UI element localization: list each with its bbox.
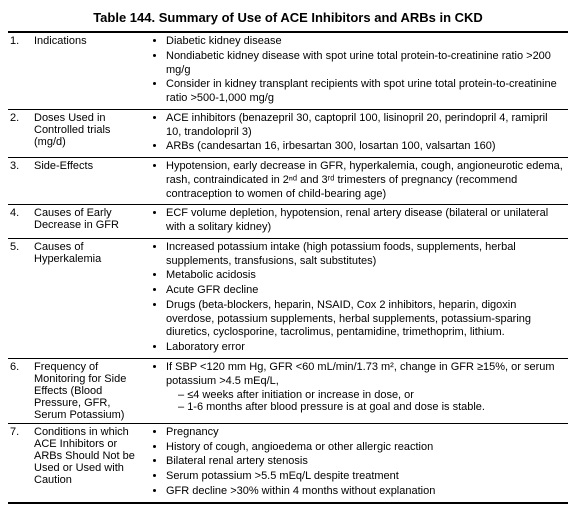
- table-row: 4.Causes of Early Decrease in GFR ECF vol…: [8, 205, 568, 239]
- bullet-list: Hypotension, early decrease in GFR, hype…: [150, 160, 564, 201]
- bullet-item: Consider in kidney transplant recipients…: [166, 78, 564, 106]
- bullet-item: Laboratory error: [166, 341, 564, 355]
- row-content: ACE inhibitors (benazepril 30, captopril…: [148, 109, 568, 157]
- bullet-item: ARBs (candesartan 16, irbesartan 300, lo…: [166, 140, 564, 154]
- bullet-item: GFR decline >30% within 4 months without…: [166, 485, 564, 499]
- bullet-item: If SBP <120 mm Hg, GFR <60 mL/min/1.73 m…: [166, 361, 564, 389]
- row-number: 7.: [8, 423, 32, 502]
- bullet-item: History of cough, angioedema or other al…: [166, 441, 564, 455]
- summary-table: 1.IndicationsDiabetic kidney diseaseNond…: [8, 31, 568, 504]
- table-row: 7.Conditions in which ACE Inhibitors or …: [8, 423, 568, 502]
- dash-item: 1-6 months after blood pressure is at go…: [178, 401, 564, 413]
- table-row: 6.Frequency of Monitoring for Side Effec…: [8, 358, 568, 423]
- row-label: Causes of Hyperkalemia: [32, 238, 148, 358]
- bullet-item: Diabetic kidney disease: [166, 35, 564, 49]
- row-number: 1.: [8, 32, 32, 109]
- row-label: Doses Used in Controlled trials (mg/d): [32, 109, 148, 157]
- row-label: Causes of Early Decrease in GFR: [32, 205, 148, 239]
- row-label: Side-Effects: [32, 158, 148, 205]
- bullet-item: Increased potassium intake (high potassi…: [166, 241, 564, 269]
- row-content: PregnancyHistory of cough, angioedema or…: [148, 423, 568, 502]
- row-label: Indications: [32, 32, 148, 109]
- row-label: Conditions in which ACE Inhibitors or AR…: [32, 423, 148, 502]
- bullet-list: Increased potassium intake (high potassi…: [150, 241, 564, 355]
- bullet-item: Nondiabetic kidney disease with spot uri…: [166, 50, 564, 78]
- table-row: 5.Causes of Hyperkalemia Increased potass…: [8, 238, 568, 358]
- row-number: 6.: [8, 358, 32, 423]
- bullet-item: Acute GFR decline: [166, 284, 564, 298]
- bullet-item: Bilateral renal artery stenosis: [166, 455, 564, 469]
- bullet-item: ECF volume depletion, hypotension, renal…: [166, 207, 564, 235]
- bullet-item: Serum potassium >5.5 mEq/L despite treat…: [166, 470, 564, 484]
- bullet-item: Metabolic acidosis: [166, 269, 564, 283]
- bullet-list: ACE inhibitors (benazepril 30, captopril…: [150, 112, 564, 154]
- bullet-item: Drugs (beta-blockers, heparin, NSAID, Co…: [166, 299, 564, 340]
- row-number: 2.: [8, 109, 32, 157]
- table-row: 3.Side-Effects Hypotension, early decreas…: [8, 158, 568, 205]
- bullet-list: If SBP <120 mm Hg, GFR <60 mL/min/1.73 m…: [150, 361, 564, 389]
- bullet-list: ECF volume depletion, hypotension, renal…: [150, 207, 564, 235]
- bullet-item: Pregnancy: [166, 426, 564, 440]
- row-content: Increased potassium intake (high potassi…: [148, 238, 568, 358]
- dash-item: ≤4 weeks after initiation or increase in…: [178, 389, 564, 401]
- bullet-list: Diabetic kidney diseaseNondiabetic kidne…: [150, 35, 564, 106]
- row-label: Frequency of Monitoring for Side Effects…: [32, 358, 148, 423]
- dash-list: ≤4 weeks after initiation or increase in…: [150, 389, 564, 413]
- row-content: ECF volume depletion, hypotension, renal…: [148, 205, 568, 239]
- table-row: 2.Doses Used in Controlled trials (mg/d)…: [8, 109, 568, 157]
- row-content: Diabetic kidney diseaseNondiabetic kidne…: [148, 32, 568, 109]
- table-row: 1.IndicationsDiabetic kidney diseaseNond…: [8, 32, 568, 109]
- bullet-list: PregnancyHistory of cough, angioedema or…: [150, 426, 564, 499]
- row-number: 3.: [8, 158, 32, 205]
- bullet-item: Hypotension, early decrease in GFR, hype…: [166, 160, 564, 201]
- row-number: 4.: [8, 205, 32, 239]
- bullet-item: ACE inhibitors (benazepril 30, captopril…: [166, 112, 564, 140]
- row-content: Hypotension, early decrease in GFR, hype…: [148, 158, 568, 205]
- row-content: If SBP <120 mm Hg, GFR <60 mL/min/1.73 m…: [148, 358, 568, 423]
- table-title: Table 144. Summary of Use of ACE Inhibit…: [8, 10, 568, 25]
- row-number: 5.: [8, 238, 32, 358]
